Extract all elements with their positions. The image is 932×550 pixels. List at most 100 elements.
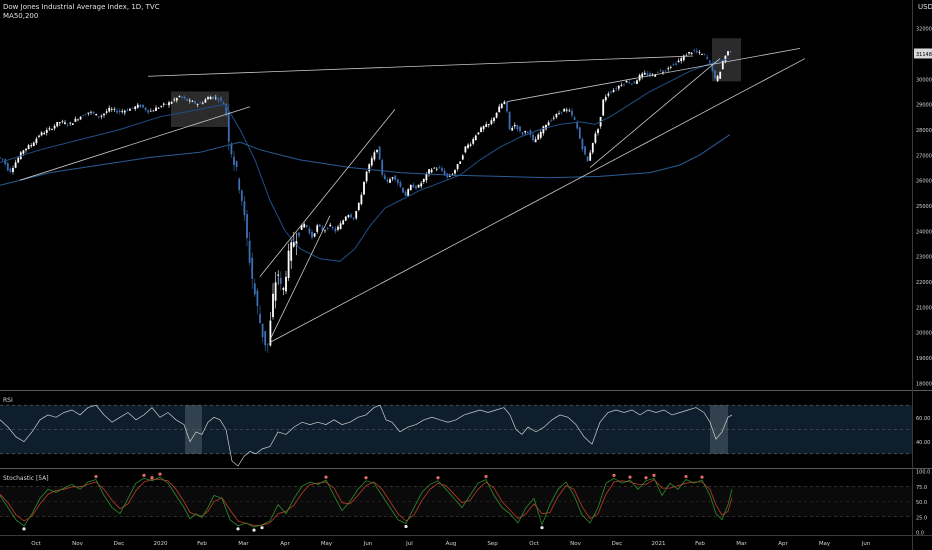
candle-body [552, 117, 555, 119]
candle-body [316, 225, 319, 232]
candle-body [625, 80, 628, 83]
ma50-line [0, 58, 731, 262]
candle-body [594, 133, 597, 143]
candle-body [191, 101, 194, 102]
candle-body [654, 74, 657, 77]
candle-body [134, 106, 137, 110]
price-tick-label: 29000.0 [916, 103, 932, 109]
candle-body [243, 201, 246, 216]
candle-body [698, 52, 701, 53]
candle-body [214, 97, 217, 99]
candle-body [196, 104, 199, 106]
candle-body [43, 133, 46, 135]
candle-body [438, 167, 441, 169]
candle-body [142, 104, 144, 108]
candle-body [51, 129, 53, 130]
candle-body [555, 113, 558, 118]
candle-body [456, 164, 459, 170]
candle-body [77, 119, 79, 121]
candle-body [147, 109, 150, 113]
candle-body [617, 85, 620, 89]
candle-body [370, 158, 373, 166]
price-tick-label: 22000.0 [916, 280, 932, 286]
candle-body [607, 93, 610, 96]
candle-body [513, 124, 516, 127]
candle-body [498, 106, 501, 113]
stoch-overbought-marker [94, 474, 98, 479]
candle-body [503, 101, 506, 104]
candle-body [417, 184, 420, 188]
candle-body [64, 122, 66, 124]
candle-body [428, 169, 430, 175]
candle-body [14, 162, 17, 168]
candle-body [641, 73, 644, 78]
candle-body [160, 106, 163, 107]
candle-body [550, 120, 553, 122]
candle-body [360, 194, 363, 205]
trendline[interactable] [506, 48, 801, 103]
candle-body [685, 55, 688, 57]
rsi-line [0, 404, 733, 467]
candle-body [534, 139, 537, 143]
candle-body [331, 227, 334, 228]
candle-body [9, 168, 12, 173]
candle-body [87, 112, 90, 114]
candle-body [537, 134, 540, 140]
candle-body [277, 274, 280, 276]
trendline[interactable] [19, 106, 251, 181]
candle-body [45, 129, 48, 133]
candle-body [22, 150, 25, 154]
price-tick-label: 23000.0 [916, 255, 932, 261]
trendline[interactable] [589, 58, 721, 168]
candle-body [155, 107, 157, 111]
candle-body [308, 228, 311, 234]
candle-body [71, 123, 74, 125]
candle-body [628, 82, 631, 84]
candle-body [516, 125, 519, 130]
trendline[interactable] [147, 55, 694, 77]
stoch-oversold-marker [236, 527, 240, 531]
stoch-tick-label: 25.0 [916, 515, 927, 521]
stoch-overbought-marker [644, 476, 648, 480]
candle-body [352, 217, 355, 219]
candle-body [420, 183, 423, 187]
candle-body [131, 107, 134, 109]
trendline[interactable] [269, 215, 331, 341]
price-tick-label: 19000.0 [916, 356, 932, 362]
candle-body [719, 71, 722, 79]
candle-body [30, 145, 33, 147]
candle-body [521, 132, 524, 135]
rsi-tick-label: 40.00 [916, 440, 930, 446]
candle-body [355, 211, 358, 219]
candle-body [175, 97, 178, 101]
price-tick-label: 24000.0 [916, 229, 932, 235]
candle-body [396, 179, 399, 184]
candle-body [334, 228, 337, 232]
candle-body [173, 99, 176, 101]
candle-body [659, 70, 662, 72]
stoch-overbought-marker [684, 474, 688, 479]
candle-body [547, 122, 550, 126]
candle-body [201, 102, 204, 104]
candle-body [495, 112, 498, 118]
candle-body [84, 114, 87, 116]
trendline[interactable] [269, 58, 806, 343]
trendline[interactable] [259, 108, 396, 277]
candle-body [412, 184, 415, 188]
time-tick-label: Oct [529, 541, 539, 547]
candle-body [584, 146, 586, 155]
candle-body [279, 277, 282, 284]
candle-body [227, 112, 230, 142]
candle-body [266, 343, 269, 345]
candle-body [129, 108, 131, 111]
candle-body [264, 331, 267, 346]
candle-body [391, 177, 394, 179]
candle-body [25, 148, 27, 151]
candle-body [165, 104, 168, 105]
candle-body [126, 109, 129, 111]
candle-body [17, 157, 20, 163]
ma200-line [0, 134, 731, 186]
candle-body [103, 113, 105, 116]
candle-body [682, 55, 685, 61]
